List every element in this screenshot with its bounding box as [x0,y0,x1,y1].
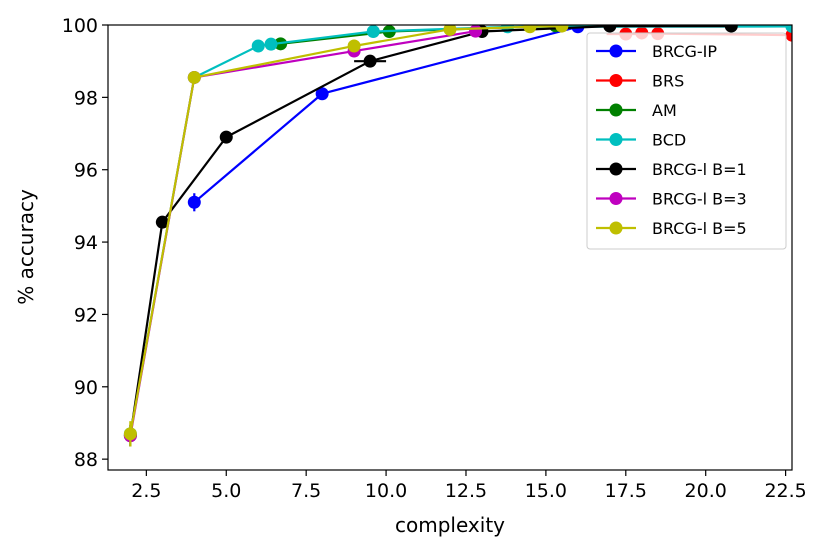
legend-label: BRCG-l B=1 [652,160,747,179]
x-axis-ticks: 2.5 5.0 7.5 10.0 12.5 15.0 17.5 20.0 22.5 [131,470,807,502]
data-point [724,25,738,33]
legend-label: BRCG-IP [652,42,717,61]
plot-frame [107,24,793,471]
legend: BRCG-IP BRS AM BCD BRCG-l B=1 BRCG-l B=3 BRCG-… [586,32,787,250]
legend-marker [609,74,623,87]
y-tick-label: 90 [74,377,98,399]
data-point [603,25,617,33]
legend-label: BRCG-l B=3 [652,190,747,209]
legend-label: BRCG-l B=5 [652,219,747,238]
legend-box [586,32,787,250]
y-tick-label: 100 [62,15,98,37]
x-tick-label: 22.5 [764,480,806,502]
data-point [785,25,792,33]
data-point [315,87,329,101]
x-tick-label: 7.5 [291,480,321,502]
data-point [555,25,569,33]
data-point [443,25,457,36]
data-point [251,39,265,53]
y-tick-label: 92 [74,304,98,326]
y-axis-label: % accuracy [14,189,38,305]
data-point [347,39,361,53]
x-tick-label: 2.5 [131,480,161,502]
x-axis-label: complexity [395,513,505,537]
data-point [187,195,201,209]
series-6 [123,25,569,447]
legend-label: AM [652,101,677,120]
data-point [155,215,169,229]
legend-marker [609,44,623,58]
data-point [363,54,377,68]
x-tick-label: 10.0 [365,480,407,502]
data-point [523,25,537,34]
x-tick-label: 12.5 [445,480,487,502]
data-point [187,70,201,84]
y-axis-ticks: 88 90 92 94 96 98 100 [62,15,108,471]
data-point [123,427,137,441]
y-tick-label: 96 [74,160,98,182]
y-tick-label: 88 [74,449,98,471]
y-tick-label: 94 [74,232,98,254]
legend-marker [609,162,623,176]
x-tick-label: 20.0 [685,480,727,502]
y-tick-label: 98 [74,87,98,109]
x-tick-label: 15.0 [525,480,567,502]
legend-marker [609,192,623,205]
legend-marker [609,103,623,117]
data-point [366,25,380,39]
data-point [264,37,278,51]
x-tick-label: 5.0 [211,480,241,502]
legend-label: BRS [652,72,684,91]
data-point [469,25,483,38]
data-point [219,130,233,144]
legend-label: BCD [652,131,686,150]
legend-marker [609,221,623,235]
legend-marker [609,133,623,146]
x-tick-label: 17.5 [605,480,647,502]
